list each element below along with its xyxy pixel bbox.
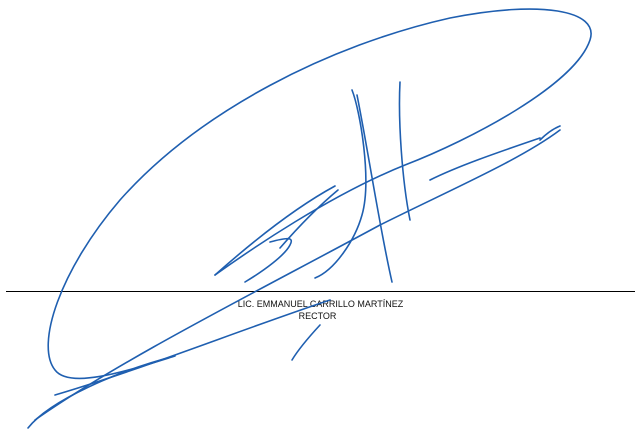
signature-stroke-loop	[27, 8, 592, 429]
signature-stroke-zigzag	[214, 185, 339, 283]
signature-stroke-tail	[291, 324, 321, 361]
signer-title: RECTOR	[298, 311, 337, 321]
signature-line	[6, 291, 635, 292]
signature-stroke-hook	[539, 125, 561, 141]
signer-name: LIC. EMMANUEL CARRILLO MARTÍNEZ	[237, 299, 404, 309]
signer-block: LIC. EMMANUEL CARRILLO MARTÍNEZ RECTOR	[0, 298, 635, 322]
signature-stroke-diagonal	[34, 129, 561, 421]
signature-stroke-vertical-mid	[356, 94, 393, 283]
signature-stroke-vertical-left	[314, 89, 367, 279]
signature-stroke-vertical-right	[398, 81, 411, 221]
signature-stroke-wave	[429, 137, 541, 181]
